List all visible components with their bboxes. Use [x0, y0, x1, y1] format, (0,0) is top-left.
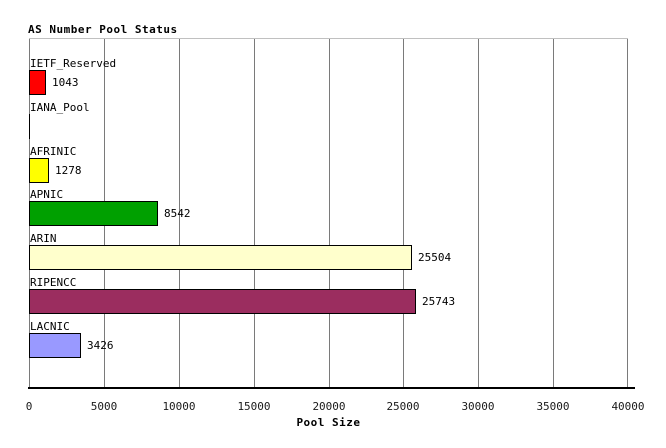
bar-category-label: IANA_Pool	[30, 100, 90, 114]
bar-category-label: IETF_Reserved	[30, 57, 117, 70]
gridline	[403, 39, 404, 389]
bar-category-label: AFRINIC	[30, 144, 77, 158]
bar	[29, 289, 416, 314]
gridline	[254, 39, 255, 389]
x-tick-label: 35000	[536, 400, 570, 413]
x-tick-label: 25000	[386, 400, 420, 413]
x-axis-title: Pool Size	[296, 416, 361, 429]
gridline	[553, 39, 554, 389]
gridline	[329, 39, 330, 389]
bar	[29, 70, 46, 95]
bar	[29, 332, 81, 358]
bar-value-label: 8542	[164, 207, 191, 221]
bar	[29, 201, 158, 227]
bar-value-label: 3426	[87, 338, 114, 352]
x-tick-label: 30000	[461, 400, 495, 413]
bar-category-label: RIPENCC	[30, 276, 77, 289]
bar	[29, 113, 30, 139]
plot-area: IETF_Reserved 1043 IANA_Pool AFRINIC 127…	[29, 38, 628, 389]
chart-title: AS Number Pool Status	[28, 23, 178, 36]
bar-category-label: LACNIC	[30, 319, 70, 333]
bar	[29, 157, 49, 183]
bar-value-label: 1278	[55, 163, 82, 177]
bar-category-label: ARIN	[30, 232, 57, 246]
bar	[29, 245, 412, 271]
x-tick-label: 0	[25, 400, 33, 413]
bar-value-label: 25504	[418, 251, 452, 265]
x-tick-label: 10000	[162, 400, 196, 413]
x-tick-label: 5000	[90, 400, 118, 413]
x-tick-label: 20000	[312, 400, 346, 413]
x-tick-label: 40000	[611, 400, 645, 413]
x-tick-label: 15000	[237, 400, 271, 413]
x-axis-line	[28, 387, 635, 389]
gridline	[627, 39, 628, 389]
bar-value-label: 1043	[52, 76, 79, 89]
gridline	[478, 39, 479, 389]
gridline	[179, 39, 180, 389]
bar-category-label: APNIC	[30, 188, 64, 202]
bar-value-label: 25743	[422, 295, 456, 308]
